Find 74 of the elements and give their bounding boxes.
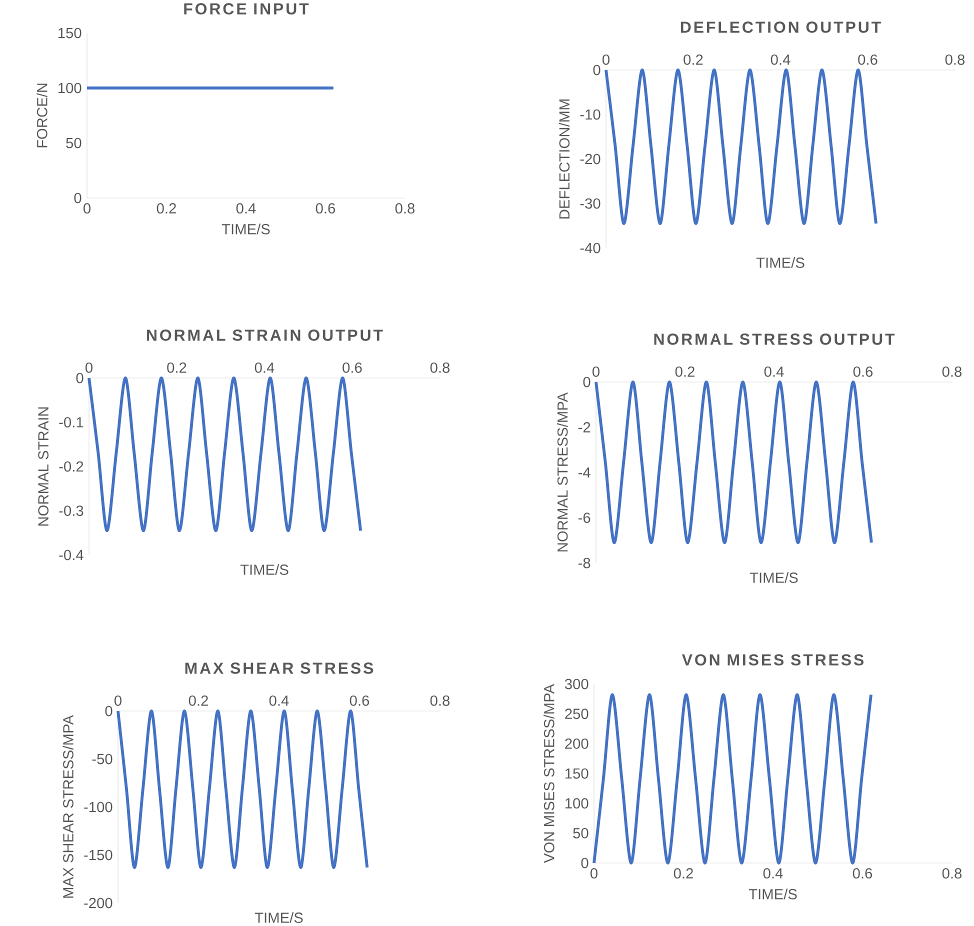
y-tick-label: -40 bbox=[580, 242, 600, 254]
y-tick-label: -100 bbox=[84, 802, 112, 812]
x-axis-title: TIME/S bbox=[240, 564, 288, 575]
x-tick-label: 0.6 bbox=[316, 203, 336, 214]
x-tick-label: 0.2 bbox=[684, 54, 703, 65]
y-axis-title: MAX SHEAR STRESS/MPA bbox=[62, 715, 74, 898]
x-tick-label: 0.4 bbox=[236, 203, 256, 214]
y-tick-label: -2 bbox=[578, 422, 590, 432]
x-tick-label: 0.6 bbox=[858, 54, 878, 65]
chart-title: NORMAL STRAIN OUTPUT bbox=[147, 330, 383, 341]
y-tick-label: 0 bbox=[581, 858, 588, 868]
x-tick-label: 0.8 bbox=[945, 54, 965, 65]
y-tick-label: -150 bbox=[84, 850, 112, 860]
x-tick-label: 0.4 bbox=[764, 366, 784, 377]
y-tick-label: -6 bbox=[578, 512, 590, 523]
y-tick-label: -20 bbox=[580, 154, 600, 164]
x-tick-label: 0.2 bbox=[674, 868, 693, 879]
chart-title: MAX SHEAR STRESS bbox=[185, 662, 374, 674]
x-tick-label: 0.2 bbox=[675, 366, 694, 377]
y-tick-label: -0.4 bbox=[59, 550, 84, 560]
x-tick-label: 0 bbox=[602, 54, 610, 65]
x-tick-label: 0.6 bbox=[350, 695, 370, 706]
x-tick-label: 0 bbox=[114, 695, 122, 706]
y-tick-label: 0 bbox=[105, 706, 112, 716]
y-tick-label: 0 bbox=[593, 64, 600, 76]
x-tick-label: 0.2 bbox=[167, 362, 186, 373]
x-tick-label: 0.4 bbox=[770, 54, 790, 65]
x-tick-label: 0.8 bbox=[430, 695, 450, 706]
y-tick-label: 50 bbox=[66, 138, 82, 148]
y-tick-label: 150 bbox=[565, 768, 588, 779]
y-tick-label: -0.3 bbox=[59, 506, 84, 516]
x-axis-title: TIME/S bbox=[222, 224, 270, 234]
y-tick-label: -30 bbox=[580, 198, 600, 209]
y-axis-title: FORCE/N bbox=[36, 84, 48, 148]
x-tick-label: 0.2 bbox=[188, 695, 208, 706]
x-tick-label: 0.6 bbox=[852, 868, 872, 879]
x-tick-label: 0.8 bbox=[395, 203, 415, 214]
y-tick-label: 0 bbox=[74, 192, 82, 204]
chart-title: NORMAL STRESS OUTPUT bbox=[654, 334, 895, 345]
x-tick-label: 0.8 bbox=[942, 868, 962, 879]
chart-title: DEFLECTION OUTPUT bbox=[680, 22, 881, 33]
chart-title: FORCE INPUT bbox=[184, 3, 309, 14]
y-tick-label: 300 bbox=[564, 678, 588, 690]
y-axis-title: NORMAL STRAIN bbox=[38, 407, 49, 526]
x-tick-label: 0.4 bbox=[254, 362, 274, 373]
y-tick-label: -200 bbox=[84, 898, 112, 908]
x-tick-label: 0.4 bbox=[763, 868, 783, 879]
chart-title: VON MISES STRESS bbox=[682, 654, 864, 666]
y-tick-label: 200 bbox=[565, 738, 588, 749]
x-tick-label: 0.2 bbox=[156, 203, 176, 214]
y-axis-title: VON MISES STRESS/MPA bbox=[544, 684, 554, 863]
y-tick-label: 150 bbox=[58, 28, 82, 38]
y-tick-label: -0.1 bbox=[59, 417, 84, 428]
x-tick-label: 0.6 bbox=[853, 366, 873, 377]
y-tick-label: 100 bbox=[58, 82, 82, 94]
y-tick-label: 100 bbox=[565, 798, 588, 809]
x-tick-label: 0.4 bbox=[269, 695, 289, 706]
y-tick-label: 0 bbox=[583, 376, 590, 388]
y-tick-label: -50 bbox=[92, 754, 112, 764]
y-tick-label: 250 bbox=[565, 708, 588, 720]
x-tick-label: 0.8 bbox=[430, 362, 450, 373]
y-tick-label: -10 bbox=[580, 109, 600, 120]
y-tick-label: -0.2 bbox=[59, 461, 84, 472]
y-tick-label: 50 bbox=[573, 828, 588, 838]
y-axis-title: DEFLECTION/MM bbox=[558, 100, 570, 218]
x-axis-title: TIME/S bbox=[750, 572, 798, 583]
x-tick-label: 0.6 bbox=[342, 362, 362, 373]
x-axis-title: TIME/S bbox=[748, 888, 797, 900]
x-tick-label: 0.8 bbox=[942, 366, 962, 377]
x-axis-title: TIME/S bbox=[254, 912, 303, 923]
y-axis-title: NORMAL STRESS/MPA bbox=[557, 392, 568, 552]
y-tick-label: -8 bbox=[578, 558, 590, 568]
x-axis-title: TIME/S bbox=[756, 257, 804, 268]
y-tick-label: -4 bbox=[578, 467, 590, 478]
